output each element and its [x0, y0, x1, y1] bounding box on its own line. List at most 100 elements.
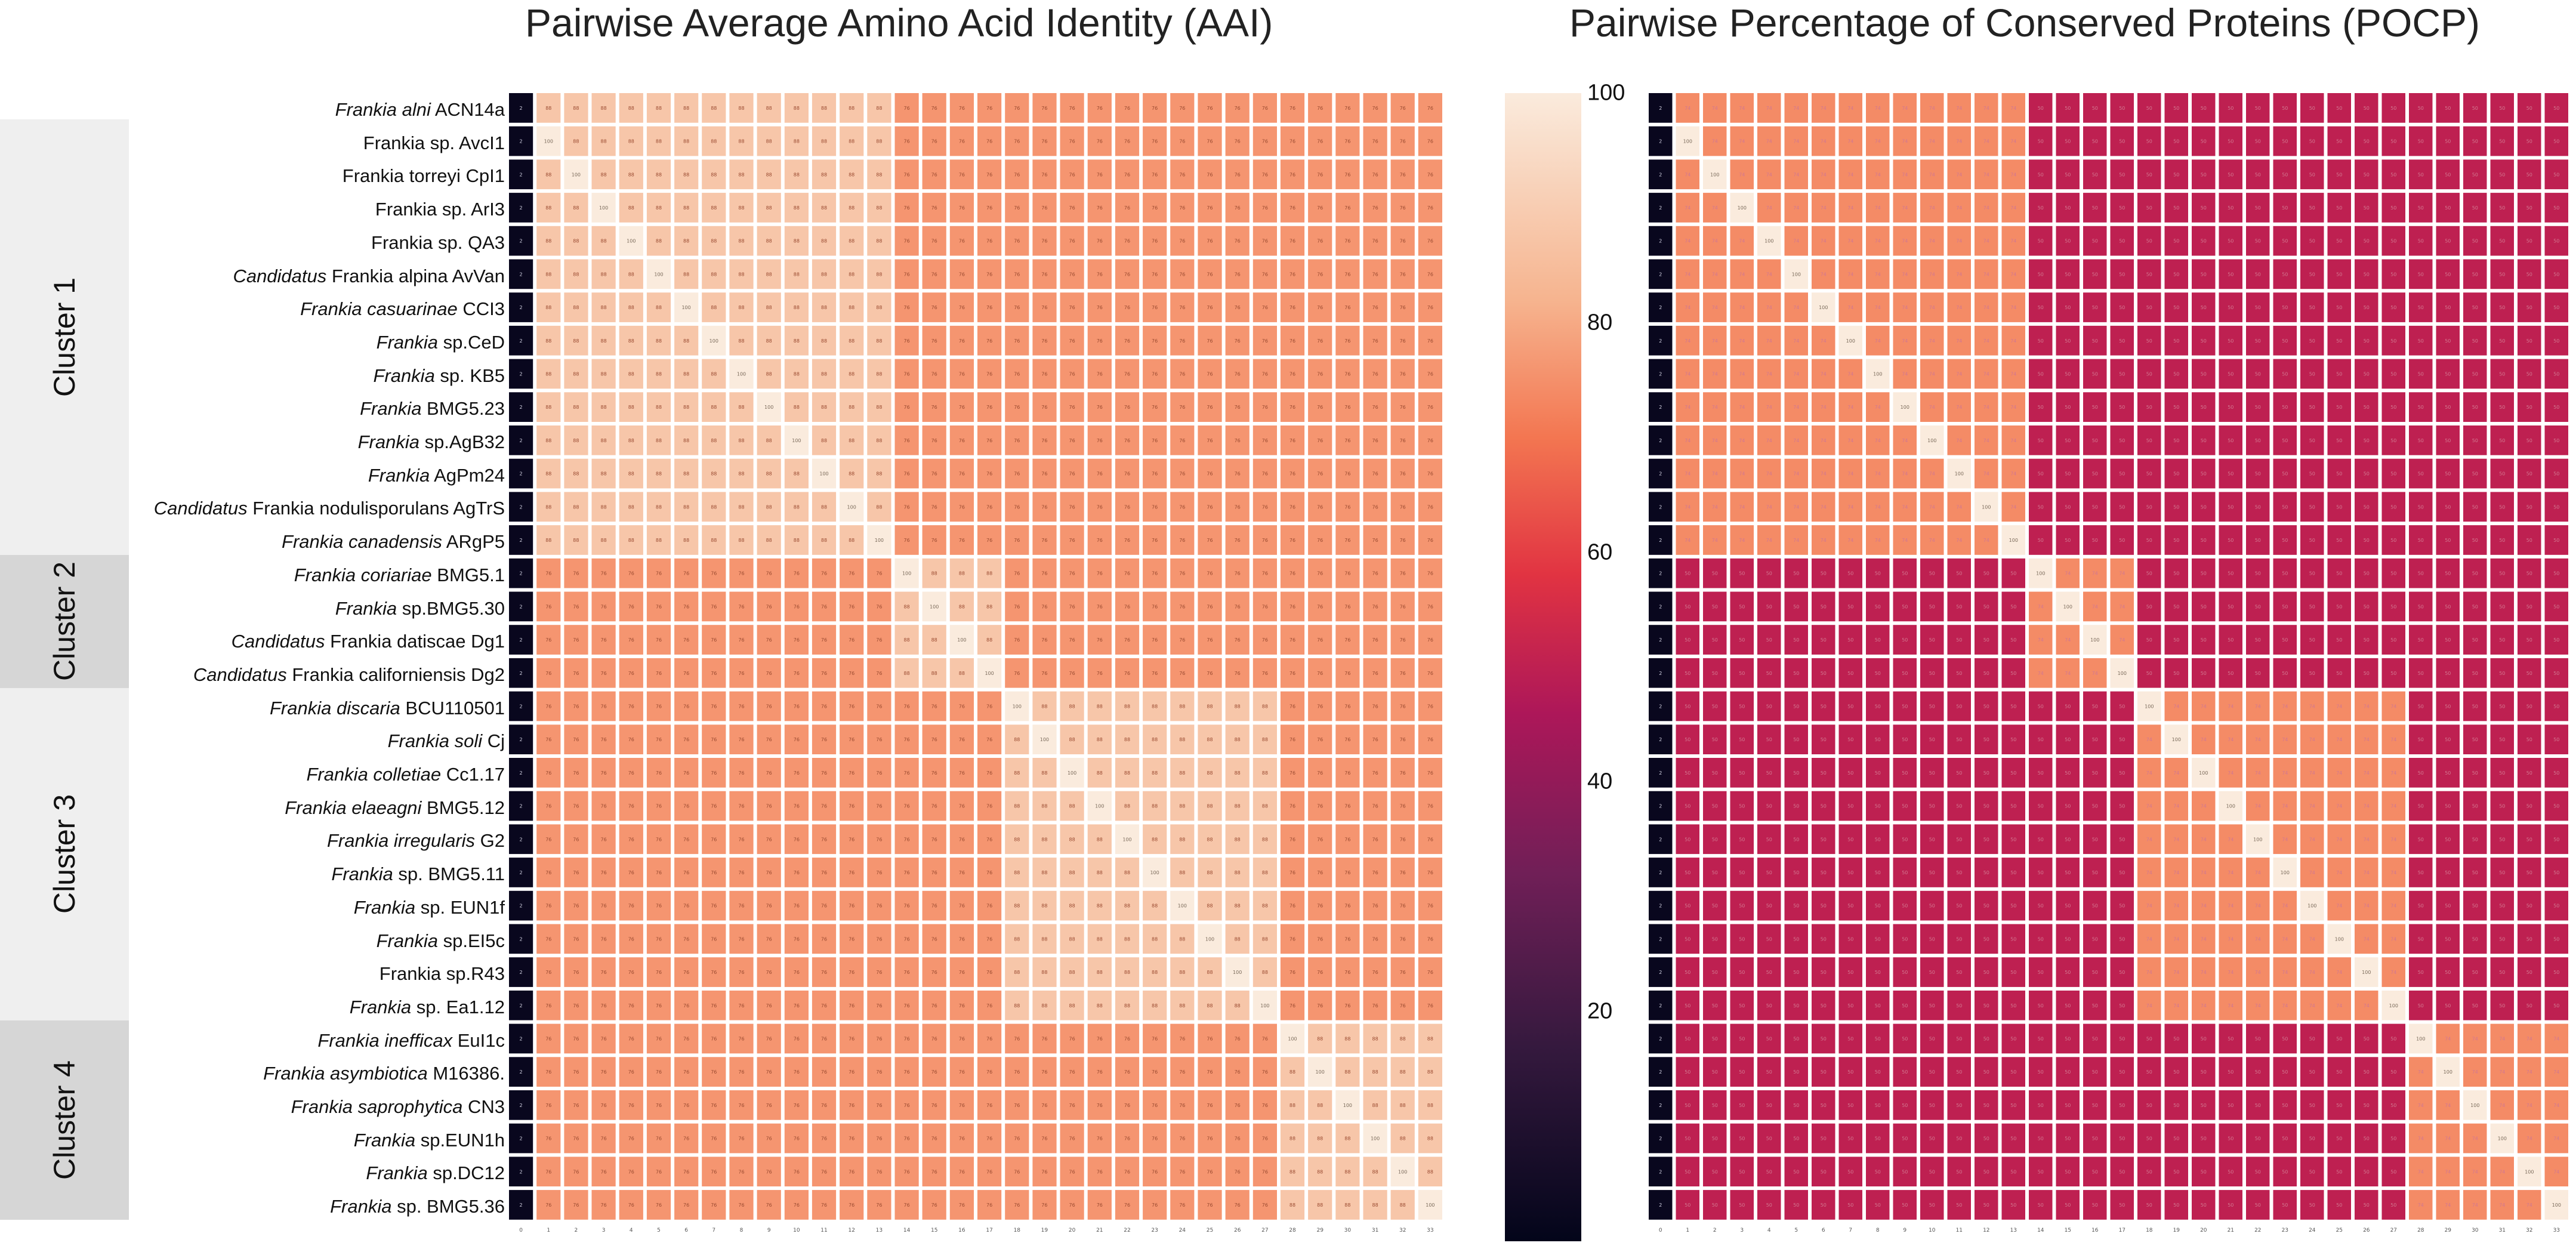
heatmap-cell [1087, 658, 1112, 688]
heatmap-cell-label: 76 [1289, 372, 1295, 377]
heatmap-cell-label: 2 [520, 172, 523, 177]
heatmap-cell [1032, 525, 1057, 555]
heatmap-cell-label: 50 [2228, 372, 2233, 377]
heatmap-cell-label: 74 [2092, 571, 2098, 576]
heatmap-cell-label: 50 [1983, 637, 1989, 643]
heatmap-cell [757, 292, 781, 322]
heatmap-cell-label: 50 [2309, 205, 2315, 211]
heatmap-cell [1363, 924, 1387, 954]
heatmap-cell-label: 50 [2390, 637, 2396, 643]
heatmap-cell [1005, 1057, 1029, 1087]
heatmap-cell-label: 50 [2119, 1169, 2125, 1174]
heatmap-x-tick-label: 17 [986, 1228, 992, 1234]
heatmap-cell-label: 76 [849, 637, 854, 643]
heatmap-cell-label: 76 [931, 903, 937, 909]
heatmap-cell [509, 924, 533, 954]
heatmap-cell-label: 50 [1847, 936, 1853, 942]
heatmap-cell-label: 50 [2309, 438, 2315, 443]
heatmap-cell-label: 76 [959, 239, 965, 244]
heatmap-cell-label: 76 [849, 671, 854, 676]
heatmap-cell-label: 50 [1902, 1202, 1908, 1208]
heatmap-cell-label: 76 [1317, 737, 1323, 742]
heatmap-cell-label: 50 [2038, 438, 2044, 443]
heatmap-cell-label: 50 [2092, 239, 2098, 244]
heatmap-cell [867, 591, 891, 622]
heatmap-cell-label: 50 [2364, 571, 2370, 576]
heatmap-cell-label: 76 [959, 1169, 965, 1174]
heatmap-cell-label: 76 [1262, 272, 1268, 277]
heatmap-cell-label: 76 [573, 936, 579, 942]
heatmap-cell [1060, 658, 1084, 688]
heatmap-cell-label: 88 [738, 405, 744, 410]
heatmap-cell-label: 50 [1847, 671, 1853, 676]
heatmap-cell-label: 74 [2228, 737, 2233, 742]
heatmap-cell-label: 88 [656, 438, 662, 443]
heatmap-cell-label: 50 [2201, 272, 2207, 277]
heatmap-cell [1087, 591, 1112, 622]
heatmap-cell [1252, 392, 1277, 422]
heatmap-cell [619, 758, 643, 788]
heatmap-cell [757, 691, 781, 721]
heatmap-cell [867, 1057, 891, 1087]
heatmap-cell [1087, 458, 1112, 489]
heatmap-cell-label: 50 [2445, 837, 2451, 842]
heatmap-cell-label: 74 [2201, 936, 2207, 942]
heatmap-cell-label: 50 [2472, 770, 2478, 776]
heatmap-cell-label: 76 [931, 205, 937, 211]
heatmap-cell-label: 88 [711, 471, 717, 477]
heatmap-cell [702, 1090, 726, 1120]
heatmap-cell-label: 2 [520, 239, 523, 244]
heatmap-cell-label: 74 [2010, 438, 2016, 443]
heatmap-cell-label: 50 [2418, 538, 2424, 543]
heatmap-cell-label: 50 [2146, 172, 2152, 177]
heatmap-cell-label: 76 [1344, 870, 1350, 875]
heatmap-cell [536, 292, 561, 322]
heatmap-cell-label: 74 [2119, 637, 2125, 643]
heatmap-cell [646, 924, 671, 954]
heatmap-cell [1005, 957, 1029, 987]
heatmap-cell [1005, 325, 1029, 356]
heatmap-cell-label: 76 [959, 870, 965, 875]
heatmap-cell-label: 76 [628, 936, 634, 942]
heatmap-cell-label: 76 [1207, 1202, 1213, 1208]
heatmap-cell-label: 88 [656, 538, 662, 543]
heatmap-cell-label: 76 [711, 770, 717, 776]
heatmap-cell-label: 76 [1289, 1003, 1295, 1009]
heatmap-cell-label: 50 [1929, 837, 1935, 842]
heatmap-cell-label: 88 [1235, 837, 1241, 842]
heatmap-cell-label: 76 [545, 1103, 551, 1108]
heatmap-cell-label: 76 [573, 903, 579, 909]
heatmap-cell-label: 74 [1847, 305, 1853, 310]
heatmap-cell [1032, 425, 1057, 455]
heatmap-cell-label: 50 [2418, 272, 2424, 277]
heatmap-cell-label: 76 [1014, 272, 1020, 277]
heatmap-cell-label: 74 [1685, 172, 1690, 177]
heatmap-cell [564, 193, 588, 223]
heatmap-cell-label: 76 [1179, 1202, 1185, 1208]
heatmap-cell-label: 50 [2038, 338, 2044, 344]
heatmap-cell-label: 100 [1150, 870, 1159, 875]
heatmap-cell-label: 50 [2282, 1169, 2288, 1174]
heatmap-cell-label: 88 [628, 305, 634, 310]
heatmap-cell-label: 76 [545, 1069, 551, 1075]
heatmap-cell-label: 88 [1124, 737, 1130, 742]
heatmap-cell-label: 100 [2498, 1136, 2507, 1142]
heatmap-cell [1032, 890, 1057, 921]
heatmap-cell [812, 159, 837, 190]
heatmap-cell-label: 50 [2255, 139, 2261, 144]
heatmap-cell [509, 990, 533, 1020]
heatmap-cell-label: 50 [2526, 737, 2532, 742]
heatmap-cell-label: 88 [849, 239, 854, 244]
heatmap-cell [1418, 724, 1442, 754]
heatmap-cell [812, 625, 837, 655]
heatmap-cell-label: 74 [2526, 1136, 2532, 1142]
heatmap-cell-label: 50 [2526, 571, 2532, 576]
heatmap-cell-label: 76 [1400, 1003, 1406, 1009]
heatmap-cell-label: 74 [2201, 903, 2207, 909]
heatmap-cell [867, 492, 891, 522]
heatmap-cell-label: 76 [876, 637, 882, 643]
heatmap-cell-label: 74 [2526, 1069, 2532, 1075]
heatmap-cell-label: 88 [1097, 1003, 1103, 1009]
heatmap-cell-label: 50 [2445, 139, 2451, 144]
heatmap-cell-label: 76 [1179, 239, 1185, 244]
